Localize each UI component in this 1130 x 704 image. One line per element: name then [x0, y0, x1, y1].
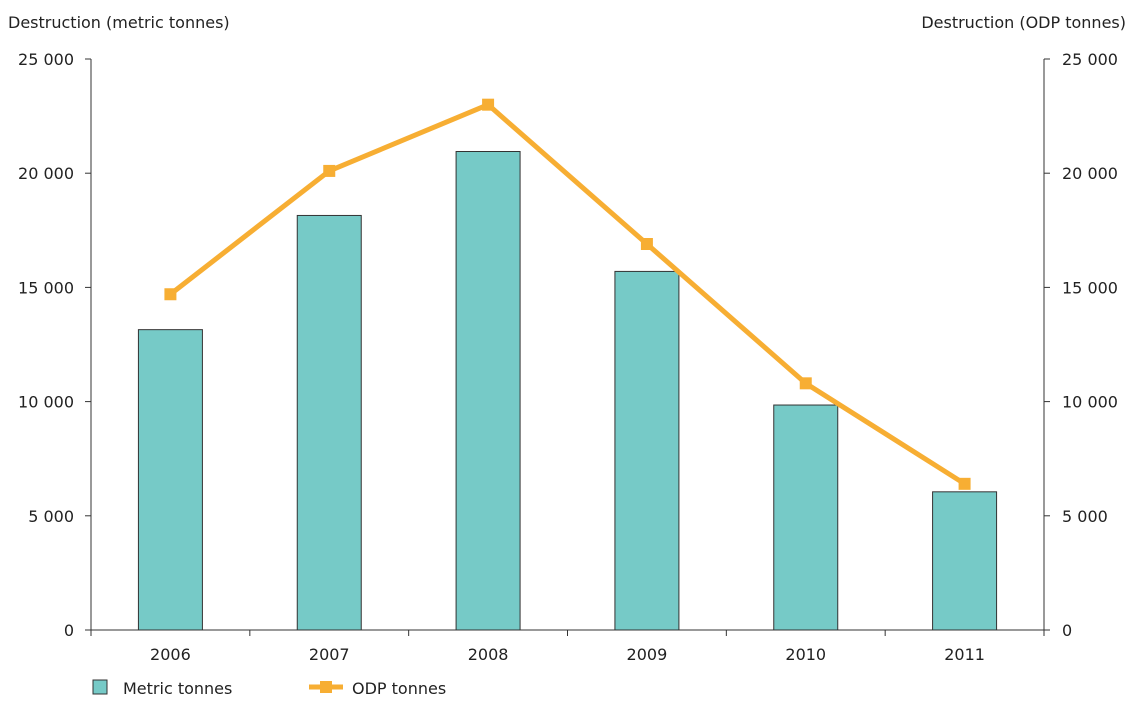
- x-axis-tick-label: 2010: [785, 645, 826, 664]
- bar-metric-tonnes-2007: [296, 214, 362, 631]
- bar-metric-tonnes-2010: [773, 404, 839, 631]
- legend: Metric tonnes ODP tonnes: [92, 679, 446, 698]
- line-odp-tonnes: [168, 102, 966, 486]
- legend-label-odp-tonnes: ODP tonnes: [352, 679, 446, 698]
- right-axis: 0 5 000 10 000 15 000 20 000 25 000: [1043, 50, 1118, 640]
- legend-label-metric-tonnes: Metric tonnes: [123, 679, 232, 698]
- bar-metric-tonnes-2006: [137, 329, 203, 631]
- legend-marker-odp-tonnes: [320, 681, 332, 693]
- right-axis-tick-label: 15 000: [1062, 278, 1118, 297]
- point-odp-tonnes-2008: [482, 98, 495, 111]
- bar-series: [137, 151, 998, 631]
- left-axis-tick-label: 0: [64, 621, 74, 640]
- left-axis-tick-label: 10 000: [18, 393, 74, 412]
- right-axis-title: Destruction (ODP tonnes): [921, 13, 1126, 32]
- point-odp-tonnes-2009: [640, 238, 653, 251]
- point-odp-tonnes-2006: [164, 288, 177, 301]
- right-axis-tick-label: 5 000: [1062, 507, 1108, 526]
- right-axis-tick-label: 20 000: [1062, 164, 1118, 183]
- left-axis-tick-label: 15 000: [18, 278, 74, 297]
- point-odp-tonnes-2011: [958, 477, 971, 490]
- left-axis: 0 5 000 10 000 15 000 20 000 25 000: [18, 50, 92, 640]
- x-axis-tick-label: 2008: [468, 645, 509, 664]
- x-axis-tick-label: 2011: [944, 645, 985, 664]
- legend-swatch-metric-tonnes: [92, 679, 108, 695]
- left-axis-title: Destruction (metric tonnes): [8, 13, 230, 32]
- point-odp-tonnes-2010: [799, 377, 812, 390]
- x-axis-tick-label: 2009: [627, 645, 668, 664]
- line-series: [164, 98, 971, 490]
- bar-metric-tonnes-2008: [455, 151, 521, 631]
- right-axis-tick-label: 25 000: [1062, 50, 1118, 69]
- right-axis-tick-label: 0: [1062, 621, 1072, 640]
- point-odp-tonnes-2007: [323, 164, 336, 177]
- bar-metric-tonnes-2009: [614, 270, 680, 631]
- x-axis: 2006 2007 2008 2009 2010 2011: [90, 629, 1045, 664]
- left-axis-tick-label: 25 000: [18, 50, 74, 69]
- left-axis-tick-label: 5 000: [28, 507, 74, 526]
- x-axis-tick-label: 2006: [150, 645, 191, 664]
- right-axis-tick-label: 10 000: [1062, 393, 1118, 412]
- left-axis-tick-label: 20 000: [18, 164, 74, 183]
- bar-metric-tonnes-2011: [932, 491, 998, 631]
- x-axis-tick-label: 2007: [309, 645, 350, 664]
